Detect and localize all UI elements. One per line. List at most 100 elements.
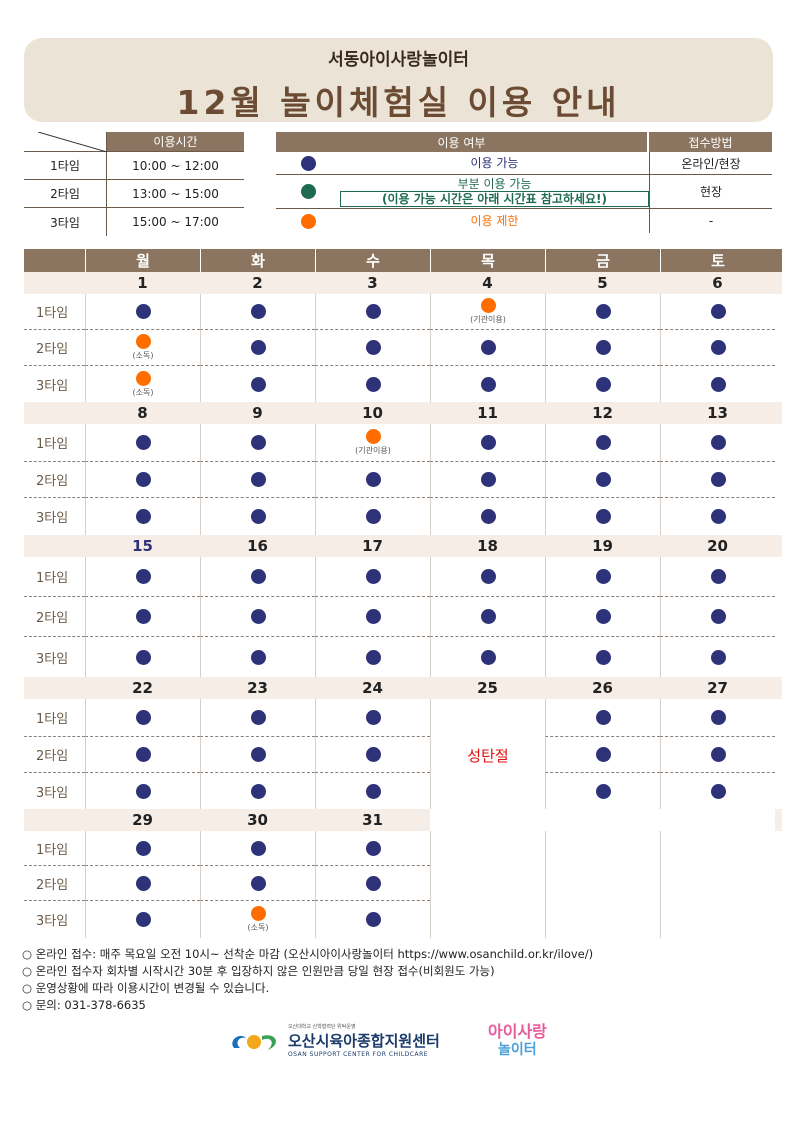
slot-cell (430, 773, 545, 809)
available-dot-icon (135, 649, 151, 665)
slot-label: 2타임 (24, 597, 85, 637)
date-number: 2 (252, 274, 263, 292)
date-number: 3 (367, 274, 378, 292)
slot-cell (315, 498, 430, 535)
date-number: 24 (362, 679, 383, 697)
slot-label: 3타임 (36, 785, 69, 801)
slot-cell (660, 498, 775, 535)
time-row: 2타임 13:00 ~ 15:00 (24, 180, 244, 208)
slot-cell (200, 831, 315, 866)
available-dot-icon (365, 340, 381, 355)
available-dot-icon (365, 912, 381, 927)
slot-label: 3타임 (36, 651, 69, 667)
slot-cell (430, 901, 545, 938)
available-dot-icon (480, 376, 496, 392)
legend-label: 이용 가능 (470, 156, 519, 170)
slot-cell (545, 424, 660, 462)
slot-cell (315, 866, 430, 901)
center-logo: 오산대학교 산학협력단 위탁운영 오산시육아종합지원센터 OSAN SUPPOR… (228, 1023, 440, 1058)
slot-cell (545, 637, 660, 677)
legend-table: 이용 여부 접수방법 이용 가능 온라인/현장 부분 이용 가능 (이용 가능 … (276, 132, 772, 233)
date-number: 11 (477, 404, 498, 422)
center-logo-icon (232, 1034, 276, 1050)
date-number: 6 (712, 274, 723, 292)
header-banner: 서동아이사랑놀이터 12월 놀이체험실 이용 안내 (24, 38, 773, 122)
time-row: 1타임 10:00 ~ 12:00 (24, 152, 244, 180)
slot-cell (660, 424, 775, 462)
slot-cell (660, 901, 775, 938)
available-dot-icon (250, 710, 266, 725)
day-name: 월 (85, 249, 200, 272)
slot-cell (315, 901, 430, 938)
available-dot-icon (365, 649, 381, 665)
slot-label: 2타임 (24, 866, 85, 901)
date-row: 29 30 31 (24, 809, 782, 831)
available-dot-icon (250, 840, 266, 856)
slot-cell (200, 330, 315, 366)
slot-cell (660, 330, 775, 366)
slot-time: 15:00 ~ 17:00 (132, 215, 219, 229)
slot-cell (315, 294, 430, 330)
available-dot-icon (710, 304, 726, 319)
slot-cell (430, 557, 545, 597)
slot-row: 3타임 (24, 773, 782, 809)
available-dot-icon (250, 509, 266, 524)
available-dot-icon (365, 783, 381, 799)
slot-cell (660, 462, 775, 498)
slot-cell (200, 866, 315, 901)
diagonal-line (38, 132, 107, 152)
slot-label: 1타임 (24, 152, 107, 179)
slot-row: 2타임 (24, 866, 782, 901)
available-dot-icon (710, 710, 726, 725)
slot-cell (85, 737, 200, 773)
available-dot-icon (250, 435, 266, 450)
center-logo-eng: OSAN SUPPORT CENTER FOR CHILDCARE (288, 1051, 429, 1058)
restricted-dot-icon (365, 429, 381, 444)
slot-cell (660, 597, 775, 637)
restricted-dot-icon (135, 334, 151, 349)
slot-cell (545, 557, 660, 597)
date-number (430, 809, 545, 831)
available-dot-icon (365, 376, 381, 392)
slot-cell (200, 498, 315, 535)
slot-row: 3타임 (24, 498, 782, 535)
available-dot-icon (250, 304, 266, 319)
available-dot-icon (480, 472, 496, 487)
date-row: 15 16 17 18 19 20 (24, 535, 782, 557)
legend-row-restricted: 이용 제한 - (276, 209, 772, 233)
available-dot-icon (480, 649, 496, 665)
slot-note: (기관이용) (355, 446, 391, 455)
slot-row: 1타임 (24, 557, 782, 597)
slot-cell (545, 330, 660, 366)
day-name: 화 (200, 249, 315, 272)
available-dot-icon (595, 435, 611, 450)
slot-cell (545, 773, 660, 809)
slot-cell (315, 699, 430, 737)
slot-cell (200, 557, 315, 597)
available-dot-icon (135, 875, 151, 891)
note-line: ○ 문의: 031-378-6635 (22, 998, 146, 1012)
date-number: 9 (252, 404, 263, 422)
slot-cell (430, 866, 545, 901)
slot-cell (430, 330, 545, 366)
available-dot-icon (135, 783, 151, 799)
slot-cell (430, 699, 545, 737)
legend-method: 온라인/현장 (649, 152, 772, 174)
slot-cell (545, 866, 660, 901)
slot-row: 3타임 (24, 637, 782, 677)
slot-cell (545, 699, 660, 737)
playground-logo-line2: 놀이터 (498, 1042, 537, 1058)
slot-label: 1타임 (24, 557, 85, 597)
note-line: ○ 온라인 접수자 회차별 시작시간 30분 후 입장하지 않은 인원만큼 당일… (22, 964, 495, 978)
available-dot-icon (365, 875, 381, 891)
available-dot-icon (135, 435, 151, 450)
slot-row: 1타임 (기관이용) (24, 424, 782, 462)
available-dot-icon (480, 340, 496, 355)
slot-cell: (기관이용) (430, 294, 545, 330)
slot-cell: (소독) (85, 330, 200, 366)
calendar-header: 월 화 수 목 금 토 (24, 249, 782, 272)
slot-cell (660, 831, 775, 866)
slot-cell (430, 424, 545, 462)
slot-label: 2타임 (24, 330, 85, 366)
slot-cell (545, 366, 660, 402)
